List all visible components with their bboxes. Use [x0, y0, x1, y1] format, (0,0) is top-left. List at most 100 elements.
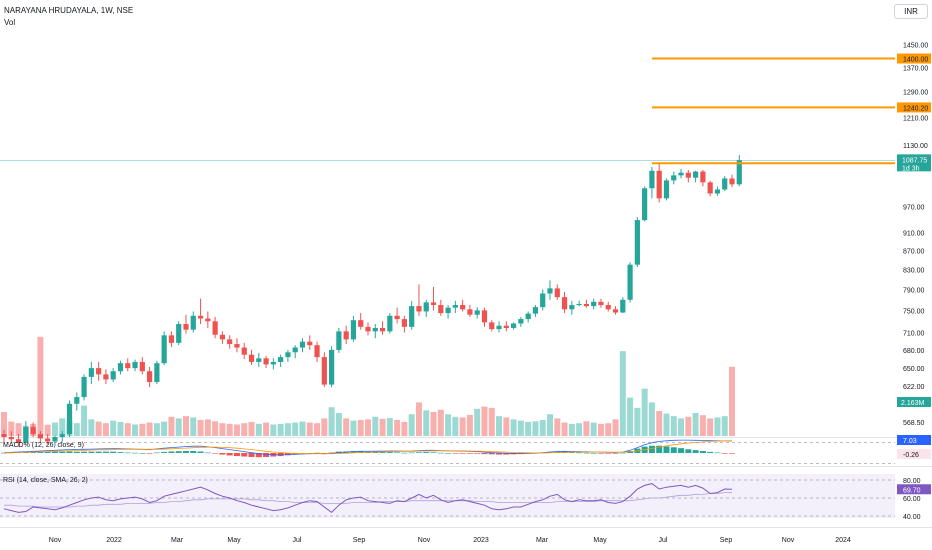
macd-histogram-bar: [51, 451, 58, 453]
y-tick-label: 622.00: [903, 384, 925, 391]
candle-body: [671, 175, 677, 181]
macd-histogram-bar: [379, 452, 386, 453]
macd-histogram-bar: [372, 451, 379, 453]
candle-body: [387, 315, 393, 332]
macd-histogram-bar: [314, 452, 321, 454]
volume-bar: [335, 412, 342, 436]
candle-body: [503, 325, 509, 328]
volume-bar: [670, 416, 677, 436]
candle-body: [183, 324, 189, 330]
volume-bar: [430, 412, 437, 436]
volume-bar: [481, 406, 488, 436]
candle-body: [569, 305, 575, 310]
volume-bar: [59, 418, 66, 436]
macd-histogram-bar: [22, 452, 29, 453]
candle-body: [481, 310, 488, 323]
y-tick-label: 710.00: [903, 330, 925, 337]
macd-histogram-bar: [66, 451, 73, 453]
candle-body: [205, 318, 211, 322]
candle-body: [212, 321, 218, 335]
macd-histogram-bar: [132, 452, 139, 454]
macd-histogram-bar: [619, 452, 626, 454]
y-tick-label: 568.50: [903, 420, 925, 427]
candle-body: [219, 334, 225, 340]
candle-body: [656, 170, 662, 199]
volume-bar: [168, 416, 175, 436]
volume-bar: [51, 422, 58, 436]
candle-body: [74, 397, 80, 404]
x-tick-label: Sep: [720, 537, 733, 544]
macd-histogram-bar: [474, 453, 481, 454]
candle-body: [547, 288, 553, 294]
macd-histogram-bar: [241, 453, 248, 457]
candle-body: [379, 327, 386, 332]
volume-bar: [8, 421, 15, 436]
volume-bar: [365, 419, 371, 436]
candle-body: [430, 302, 437, 306]
volume-bar: [663, 413, 670, 436]
macd-histogram-bar: [394, 452, 401, 453]
volume-bar: [161, 421, 168, 436]
rsi-band: [0, 474, 895, 518]
candle-body: [59, 434, 65, 437]
y-tick-label: 750.00: [903, 308, 925, 315]
candle-body: [460, 305, 466, 310]
volume-bar: [306, 422, 313, 436]
level-label: 1400.00: [903, 57, 928, 64]
volume-bar: [153, 423, 160, 436]
candle-body: [649, 170, 655, 189]
candle-body: [161, 335, 167, 364]
macd-histogram-bar: [183, 451, 189, 453]
x-tick-label: Mar: [171, 537, 184, 544]
volume-bar: [204, 419, 211, 436]
macd-histogram-bar: [102, 451, 109, 453]
candle-body: [714, 189, 721, 194]
macd-histogram-bar: [226, 453, 233, 456]
volume-legend: Vol: [4, 18, 16, 27]
macd-histogram-bar: [670, 447, 677, 453]
volume-bar: [299, 421, 306, 436]
rsi-y-tick: 40.00: [903, 514, 921, 521]
volume-bar: [568, 423, 575, 436]
macd-histogram-bar: [81, 451, 88, 453]
candle-body: [467, 309, 473, 315]
candle-body: [627, 264, 633, 300]
candle-body: [394, 315, 400, 320]
macd-histogram-bar: [590, 453, 597, 454]
candle-body: [343, 331, 349, 340]
volume-bar: [539, 420, 546, 436]
candle-body: [605, 305, 611, 310]
volume-bar: [547, 414, 553, 436]
macd-histogram-bar: [219, 453, 226, 455]
candle-body: [474, 310, 480, 315]
volume-bar: [248, 421, 255, 436]
candle-body: [707, 182, 713, 194]
macd-histogram-bar: [168, 451, 175, 453]
volume-bar: [88, 419, 95, 436]
macd-histogram-bar: [350, 451, 357, 453]
candle-body: [591, 301, 597, 307]
candle-body: [147, 371, 153, 383]
candle-body: [132, 361, 138, 369]
candle-body: [125, 363, 131, 369]
candle-body: [620, 299, 626, 313]
volume-bar: [241, 423, 248, 436]
volume-bar: [212, 421, 219, 436]
macd-histogram-bar: [204, 452, 211, 454]
volume-tag: [897, 397, 931, 407]
candle-body: [729, 178, 735, 185]
volume-bar: [627, 397, 634, 436]
candle-body: [110, 371, 116, 380]
macd-histogram-bar: [678, 448, 685, 453]
volume-bar: [277, 423, 284, 436]
macd-histogram-bar: [423, 452, 430, 453]
volume-bar: [183, 416, 189, 436]
currency-button[interactable]: INR: [894, 4, 928, 19]
volume-bar: [321, 418, 328, 436]
volume-bar: [685, 416, 692, 436]
volume-bar: [343, 418, 350, 436]
macd-histogram-bar: [386, 452, 393, 453]
rsi-tag: [897, 484, 931, 495]
macd-tag: [897, 435, 931, 445]
